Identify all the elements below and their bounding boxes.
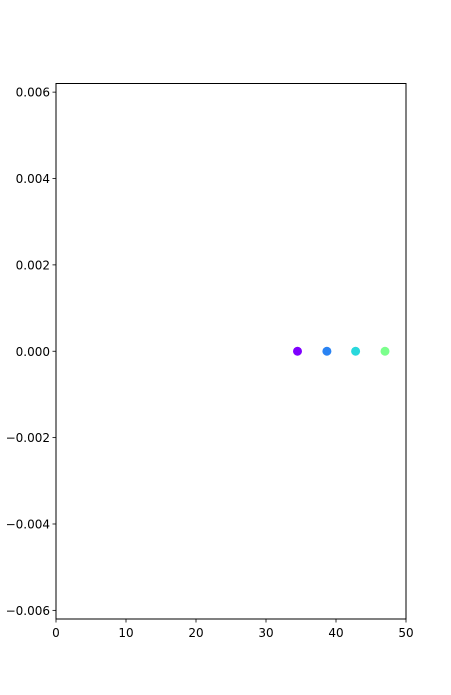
y-tick-label: −0.006 [6, 604, 50, 618]
x-tick-label: 40 [328, 626, 343, 640]
data-point [293, 346, 302, 356]
y-axis: 0.006 0.004 0.002 0.000 −0.002 −0.004 −0.006 [6, 86, 56, 618]
x-tick-label: 10 [118, 626, 133, 640]
y-tick-label: 0.002 [16, 258, 50, 272]
x-tick-label: 20 [188, 626, 203, 640]
x-tick-label: 0 [52, 626, 60, 640]
y-tick-label: 0.004 [16, 172, 50, 186]
y-tick-label: 0.000 [16, 345, 50, 359]
y-tick-label: 0.006 [16, 86, 50, 100]
data-point [322, 346, 332, 356]
data-points [293, 346, 390, 356]
data-point [380, 346, 390, 356]
x-tick-label: 30 [258, 626, 273, 640]
y-tick-label: −0.004 [6, 517, 50, 531]
data-point [351, 346, 361, 356]
x-axis: 0 10 20 30 40 50 [52, 619, 414, 640]
y-tick-label: −0.002 [6, 431, 50, 445]
x-tick-label: 50 [398, 626, 413, 640]
